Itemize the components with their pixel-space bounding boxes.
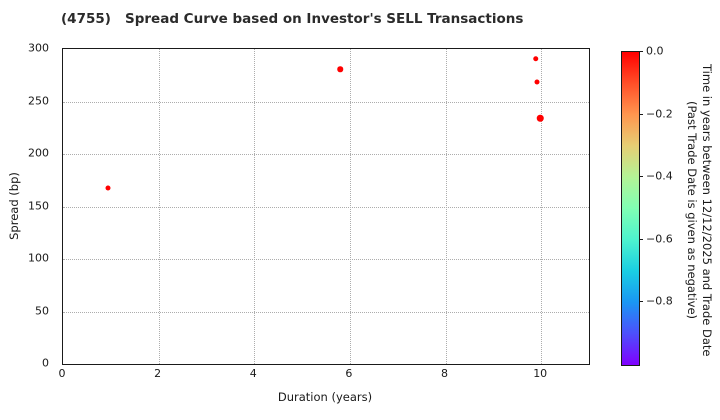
x-tick-label: 6 (345, 367, 353, 380)
x-axis-label: Duration (years) (277, 390, 373, 404)
y-tick-label: 100 (28, 251, 49, 265)
colorbar-tick-label: −0.6 (646, 232, 673, 246)
colorbar-tick-label: −0.2 (646, 107, 673, 121)
y-tick-label: 250 (28, 94, 49, 107)
colorbar-label: Time in years between 12/12/2025 and Tra… (684, 0, 714, 420)
chart-title: (4755) Spread Curve based on Investor's … (61, 11, 524, 27)
x-tick-label: 4 (249, 367, 257, 380)
data-point (536, 115, 544, 122)
y-tick-label: 300 (28, 41, 49, 55)
colorbar-label-line2: (Past Trade Date is given as negative) (685, 100, 699, 320)
x-tick-label: 2 (154, 367, 162, 380)
gridline-horizontal (63, 206, 589, 208)
gridline-horizontal (63, 154, 589, 155)
colorbar-tick (639, 301, 643, 303)
data-point (534, 79, 540, 85)
plot-area (62, 48, 590, 365)
y-tick-label: 0 (42, 356, 49, 370)
y-tick-label: 50 (35, 304, 49, 317)
colorbar-label-line1: Time in years between 12/12/2025 and Tra… (700, 63, 714, 357)
y-tick-label: 150 (28, 199, 49, 212)
colorbar-tick-label: −0.8 (646, 294, 673, 308)
colorbar-tick-label: 0.0 (646, 44, 664, 58)
gridline-horizontal (63, 101, 589, 103)
gridline-horizontal (63, 259, 589, 260)
colorbar-tick (639, 51, 643, 52)
gridline-horizontal (63, 311, 589, 313)
x-tick-label: 0 (58, 367, 66, 380)
y-tick-label: 200 (28, 146, 49, 160)
colorbar (621, 51, 640, 366)
data-point (337, 66, 344, 72)
x-tick-label: 8 (441, 367, 448, 380)
colorbar-tick (639, 176, 643, 178)
colorbar-tick-label: −0.4 (646, 169, 673, 183)
data-point (533, 55, 539, 62)
x-tick-label: 10 (533, 367, 548, 380)
colorbar-tick (639, 238, 643, 240)
y-axis-label: Spread (bp) (7, 172, 21, 240)
colorbar-tick (639, 113, 643, 115)
data-point (105, 185, 110, 191)
